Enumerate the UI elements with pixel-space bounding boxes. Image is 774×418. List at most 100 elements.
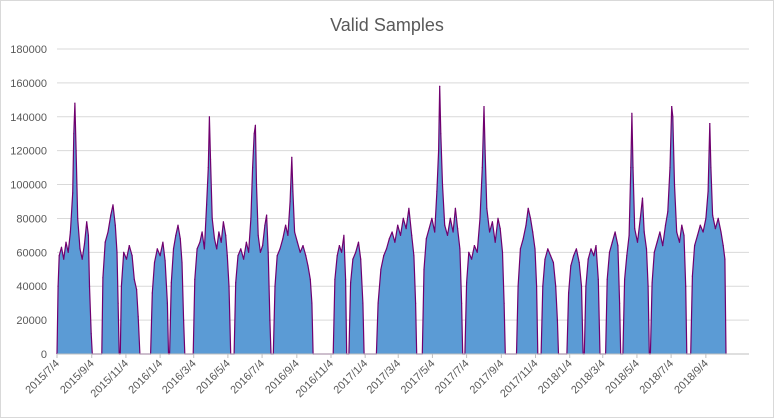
- data-point: [542, 285, 544, 287]
- data-point: [67, 251, 69, 253]
- data-point: [311, 302, 313, 304]
- y-tick-label: 120000: [10, 146, 47, 158]
- data-point: [441, 184, 444, 186]
- data-point: [486, 207, 488, 209]
- x-tick-label: 2017/11/4: [498, 358, 541, 401]
- data-point: [380, 268, 382, 270]
- data-point: [266, 214, 268, 216]
- data-point: [626, 255, 628, 257]
- y-tick-label: 180000: [10, 44, 47, 56]
- data-point: [712, 214, 714, 216]
- data-point: [196, 248, 198, 250]
- data-point: [391, 231, 393, 233]
- data-point: [503, 302, 505, 304]
- data-point: [194, 278, 196, 280]
- data-point: [133, 278, 135, 280]
- data-point: [593, 255, 595, 257]
- data-point: [678, 241, 681, 243]
- data-point: [117, 302, 119, 304]
- data-point: [292, 190, 294, 192]
- data-point: [90, 333, 92, 335]
- x-tick-label: 2018/9/4: [672, 358, 711, 397]
- data-point: [343, 234, 345, 236]
- x-axis-tick-labels: 2015/7/42015/9/42015/11/42016/1/42016/3/…: [23, 354, 711, 400]
- data-point: [457, 228, 459, 230]
- data-point: [299, 251, 301, 253]
- data-point: [630, 167, 632, 169]
- data-point: [461, 302, 463, 304]
- data-point: [632, 167, 634, 169]
- data-point: [172, 248, 175, 250]
- data-point: [264, 224, 266, 226]
- data-point: [651, 282, 653, 284]
- data-point: [444, 224, 446, 226]
- data-point: [402, 217, 404, 219]
- data-point: [534, 248, 536, 250]
- data-point: [436, 190, 438, 192]
- data-point: [468, 251, 470, 253]
- data-point: [213, 238, 216, 240]
- data-point: [65, 241, 67, 243]
- data-point: [345, 278, 347, 280]
- data-point: [483, 106, 485, 108]
- data-point: [440, 133, 442, 135]
- data-point: [555, 285, 557, 287]
- x-tick-label: 2016/1/4: [126, 358, 165, 397]
- data-point: [405, 228, 407, 230]
- data-point: [536, 285, 538, 287]
- data-point: [394, 241, 396, 243]
- data-point: [459, 248, 461, 250]
- data-point: [641, 197, 644, 199]
- data-point: [336, 255, 338, 257]
- x-tick-label: 2018/5/4: [603, 358, 642, 397]
- data-point: [425, 238, 427, 240]
- data-point: [307, 265, 309, 267]
- data-point: [257, 234, 259, 236]
- data-point: [285, 224, 287, 226]
- data-point: [243, 258, 245, 260]
- data-point: [497, 217, 499, 219]
- data-point: [289, 200, 291, 203]
- data-point: [608, 251, 611, 253]
- data-point: [527, 207, 529, 209]
- data-point: [645, 248, 648, 250]
- data-point: [552, 261, 555, 264]
- data-point: [357, 241, 360, 243]
- data-point: [423, 268, 425, 270]
- data-point: [208, 116, 210, 118]
- data-point: [350, 282, 352, 284]
- data-point: [454, 207, 456, 209]
- data-point: [671, 106, 673, 108]
- data-point: [614, 231, 616, 233]
- data-point: [254, 124, 256, 126]
- data-point: [473, 245, 475, 247]
- data-point: [672, 116, 674, 118]
- data-point: [702, 231, 704, 233]
- data-point: [619, 302, 621, 304]
- data-point: [570, 265, 572, 267]
- x-tick-label: 2018/1/4: [536, 358, 575, 397]
- data-point: [309, 278, 311, 280]
- data-point: [222, 221, 224, 223]
- data-point: [617, 245, 619, 247]
- data-point: [446, 234, 449, 236]
- x-tick-label: 2018/7/4: [637, 358, 676, 397]
- data-point: [305, 255, 307, 257]
- data-point: [722, 245, 724, 247]
- data-point: [580, 285, 583, 287]
- data-point: [170, 282, 172, 284]
- data-point: [237, 255, 239, 257]
- data-point: [199, 241, 201, 243]
- data-point: [159, 255, 161, 257]
- data-point: [179, 238, 181, 240]
- data-point: [707, 190, 709, 192]
- series-line: [56, 85, 727, 355]
- y-tick-label: 60000: [16, 247, 47, 259]
- x-tick-label: 2018/3/4: [569, 358, 608, 397]
- data-point: [694, 245, 696, 247]
- data-point: [499, 228, 501, 230]
- data-point: [484, 150, 486, 152]
- data-point: [216, 248, 218, 250]
- data-point: [587, 258, 589, 260]
